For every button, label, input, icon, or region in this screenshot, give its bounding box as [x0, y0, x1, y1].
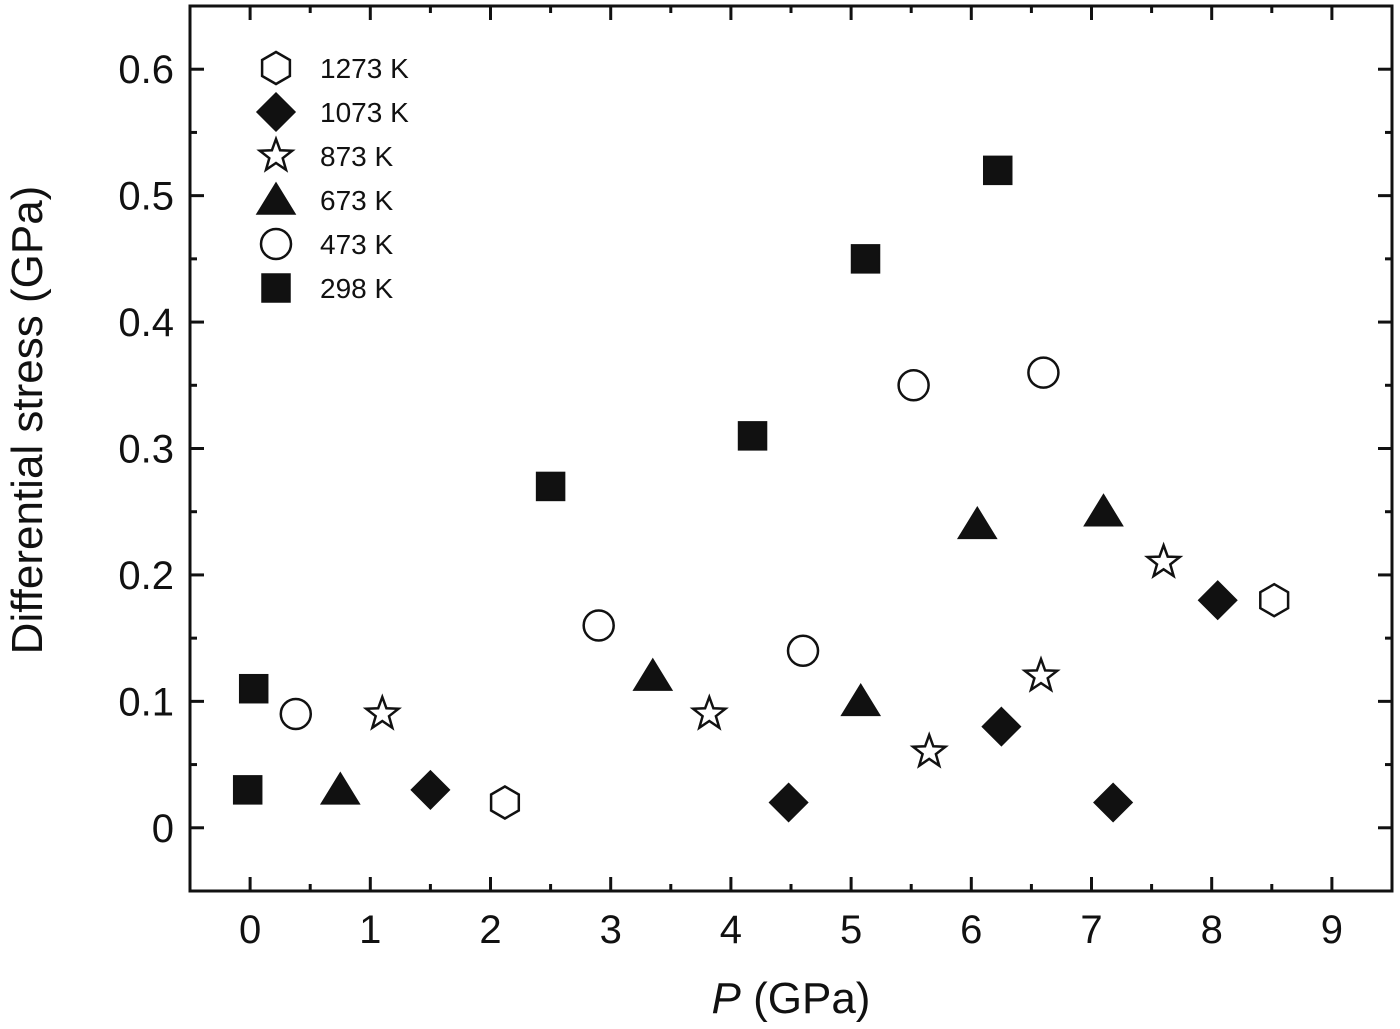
data-point	[897, 369, 930, 402]
data-markers	[232, 155, 1290, 823]
legend-label: 873 K	[320, 141, 393, 172]
x-tick-label: 4	[720, 908, 742, 952]
data-point	[956, 505, 998, 540]
data-point	[238, 673, 269, 704]
legend-item: 473 K	[259, 227, 393, 261]
series-298-k	[232, 155, 1013, 805]
data-point	[279, 697, 313, 731]
data-point	[1021, 655, 1061, 693]
legend-label: 298 K	[320, 273, 393, 304]
x-tick-label: 8	[1201, 908, 1223, 952]
x-axis-title-variable: P	[712, 974, 742, 1023]
legend-label: 473 K	[320, 229, 393, 260]
data-point	[737, 421, 768, 451]
y-tick-label: 0.6	[118, 48, 174, 92]
data-point	[232, 775, 263, 805]
data-point	[689, 693, 729, 731]
x-tick-label: 1	[359, 908, 381, 952]
data-point	[362, 693, 402, 731]
data-point	[909, 731, 949, 769]
y-tick-label: 0.1	[118, 680, 174, 724]
legend-marker	[259, 227, 293, 261]
legend-item: 1273 K	[260, 50, 409, 86]
data-point	[582, 609, 615, 642]
data-point	[632, 657, 674, 691]
legend-marker	[256, 135, 296, 173]
x-tick-label: 9	[1321, 908, 1343, 952]
data-point	[489, 785, 521, 820]
x-tick-label: 3	[600, 908, 622, 952]
y-axis-title: Differential stress (GPa)	[3, 186, 52, 655]
x-tick-label: 5	[840, 908, 862, 952]
series-1073-k	[410, 580, 1238, 823]
data-point	[1083, 493, 1124, 527]
x-tick-label: 0	[239, 908, 261, 952]
series-1273-k	[489, 582, 1290, 820]
legend-item: 298 K	[261, 273, 393, 304]
legend-item: 1073 K	[255, 91, 409, 133]
legend-label: 1073 K	[320, 97, 409, 128]
plot-frame	[188, 4, 1394, 893]
x-axis-title-unit: (GPa)	[741, 974, 871, 1023]
data-point	[1197, 580, 1238, 621]
series-473-k	[279, 356, 1060, 731]
data-point	[850, 244, 881, 274]
y-tick-label: 0.4	[118, 301, 174, 345]
series-873-k	[362, 541, 1184, 769]
data-point	[319, 771, 361, 805]
data-point	[1144, 541, 1184, 579]
legend-marker	[261, 273, 291, 303]
x-axis: 0 1 2 3 4 5 6 7 8 9	[239, 6, 1343, 952]
legend-item: 673 K	[255, 181, 393, 216]
legend-item: 873 K	[256, 135, 393, 173]
x-axis-title: P (GPa)	[712, 974, 871, 1023]
data-point	[1093, 782, 1134, 823]
x-tick-label: 2	[479, 908, 501, 952]
legend-label: 673 K	[320, 185, 393, 216]
legend-marker	[255, 181, 297, 215]
x-tick-label: 7	[1080, 908, 1102, 952]
legend-marker	[260, 50, 292, 86]
data-point	[1259, 582, 1290, 618]
data-point	[982, 155, 1013, 186]
series-673-k	[319, 493, 1124, 805]
data-point	[981, 706, 1022, 747]
data-point	[535, 471, 566, 502]
legend-label: 1273 K	[320, 53, 409, 84]
data-point	[768, 782, 809, 823]
x-tick-label: 6	[960, 908, 982, 952]
y-tick-label: 0.3	[118, 428, 174, 472]
y-axis: 0 0.1 0.2 0.3 0.4 0.5 0.6	[118, 48, 1392, 851]
data-point	[840, 682, 882, 717]
legend-marker	[255, 91, 297, 133]
y-tick-label: 0.5	[118, 175, 174, 219]
data-point	[786, 634, 820, 668]
y-tick-label: 0.2	[118, 554, 174, 598]
legend: 1273 K 1073 K 873 K 673 K 473 K 298 K	[255, 50, 409, 304]
data-point	[410, 769, 451, 810]
data-point	[1027, 356, 1060, 389]
y-tick-label: 0	[152, 807, 174, 851]
